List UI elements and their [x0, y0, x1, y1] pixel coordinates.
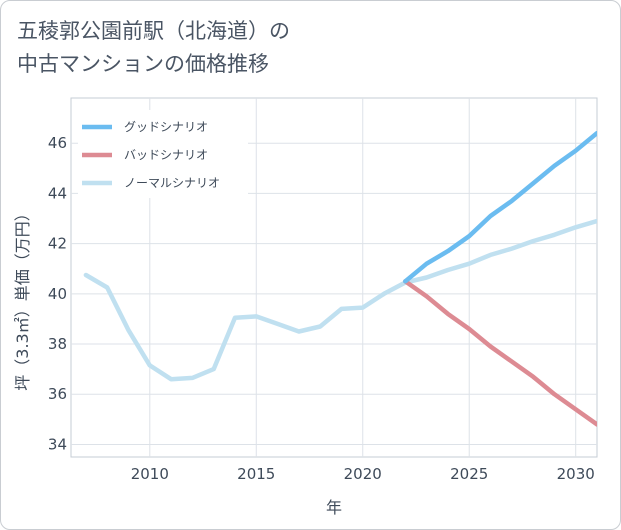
y-axis-title: 坪（3.3㎡）単価（万円） — [13, 205, 32, 390]
x-tick-label: 2020 — [344, 465, 382, 483]
x-ticks: 2010 2015 2020 2025 2030 — [131, 465, 595, 483]
y-tick-label: 44 — [48, 184, 67, 202]
y-tick-label: 36 — [48, 385, 67, 403]
y-tick-label: 40 — [48, 285, 67, 303]
series-line-2 — [83, 218, 597, 382]
x-axis-title: 年 — [326, 498, 342, 517]
x-tick-label: 2030 — [557, 465, 595, 483]
y-tick-label: 42 — [48, 235, 67, 253]
x-tick-label: 2015 — [237, 465, 275, 483]
title-line-1: 五稜郭公園前駅（北海道）の — [17, 19, 290, 43]
series-line-0 — [403, 130, 597, 284]
y-ticks: 34 36 38 40 42 44 46 — [48, 134, 67, 453]
page-title: 五稜郭公園前駅（北海道）の 中古マンションの価格推移 — [17, 15, 290, 81]
legend-label: グッドシナリオ — [124, 120, 208, 134]
y-tick-label: 46 — [48, 134, 67, 152]
x-tick-label: 2010 — [131, 465, 169, 483]
title-line-2: 中古マンションの価格推移 — [17, 52, 269, 76]
x-tick-label: 2025 — [450, 465, 488, 483]
series-lines — [83, 130, 597, 427]
y-tick-label: 38 — [48, 335, 67, 353]
plot-area-frame — [70, 97, 598, 458]
series-line-1 — [403, 279, 597, 427]
legend-label: ノーマルシナリオ — [124, 176, 220, 190]
y-tick-label: 34 — [48, 435, 67, 453]
legend-label: バッドシナリオ — [124, 148, 208, 162]
